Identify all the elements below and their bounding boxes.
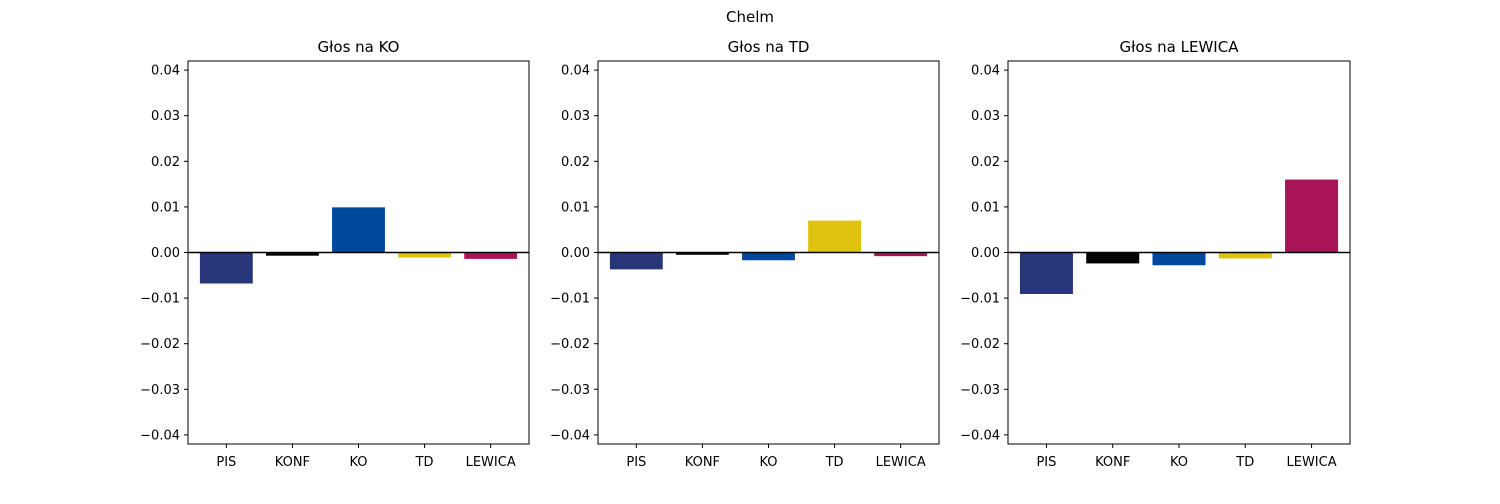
subplot-1: Głos na KO −0.04 −0.03 −0.02 −0.01 0.00 0.01 0.… [140,38,530,470]
y-tick-label: 0.01 [561,200,590,215]
y-tick-label: 0.01 [151,200,180,215]
y-tick-label: 0.02 [561,155,590,170]
bar-td [1218,252,1272,259]
subplot-2: Głos na TD −0.04 −0.03 −0.02 −0.01 0.00 0.01 0.… [550,38,940,470]
y-tick-label: 0.00 [151,246,180,261]
y-tick-label: −0.02 [140,337,180,352]
x-tick-label: KONF [275,455,310,470]
x-tick-label: TD [415,455,434,470]
y-tick-label: −0.03 [550,383,590,398]
bar-konf [1086,252,1140,264]
y-tick-label: 0.03 [151,109,180,124]
bar-konf [265,252,319,256]
bar-pis [199,252,253,284]
y-tick-label: 0.04 [151,64,180,79]
y-tick-label: 0.01 [971,200,1000,215]
x-tick-label: TD [825,455,844,470]
bar-td [808,220,862,253]
y-tick-label: 0.00 [561,246,590,261]
y-tick-label: −0.03 [960,383,1000,398]
x-tick-label: KO [349,455,367,470]
y-tick-label: −0.03 [140,383,180,398]
y-tick-label: 0.03 [971,109,1000,124]
x-tick-label: PIS [1036,455,1056,470]
x-tick-label: PIS [626,455,646,470]
y-tick-label: −0.01 [550,292,590,307]
y-tick-label: −0.02 [550,337,590,352]
y-tick-label: 0.04 [971,64,1000,79]
y-tick-label: 0.00 [971,246,1000,261]
bar-lewica [464,252,518,259]
subplot-title: Głos na LEWICA [1120,38,1240,56]
y-tick-label: −0.04 [140,428,180,443]
y-tick-label: −0.01 [140,292,180,307]
subplot-title: Głos na KO [318,38,400,56]
x-tick-label: LEWICA [466,455,516,470]
x-tick-label: KONF [1095,455,1130,470]
y-tick-label: 0.04 [561,64,590,79]
bar-lewica [1285,179,1339,253]
x-tick-label: LEWICA [1286,455,1336,470]
x-tick-label: KO [759,455,777,470]
x-tick-label: KONF [685,455,720,470]
bar-td [398,252,452,258]
bar-ko [332,207,385,253]
subplot-title: Głos na TD [728,38,810,56]
y-tick-label: −0.04 [960,428,1000,443]
x-tick-label: LEWICA [876,455,926,470]
figure-suptitle: Chelm [726,8,774,26]
bar-pis [609,252,663,270]
x-tick-label: TD [1235,455,1254,470]
bar-konf [675,252,729,255]
y-tick-label: −0.01 [960,292,1000,307]
y-tick-label: 0.02 [151,155,180,170]
x-tick-label: PIS [216,455,236,470]
bar-ko [1152,252,1206,266]
bar-pis [1019,252,1073,294]
y-tick-label: 0.03 [561,109,590,124]
y-tick-label: 0.02 [971,155,1000,170]
bar-lewica [874,252,928,257]
y-tick-label: −0.04 [550,428,590,443]
x-tick-label: KO [1170,455,1188,470]
subplot-3: Głos na LEWICA −0.04 −0.03 −0.02 −0.01 0.00 0.… [960,38,1351,470]
y-tick-label: −0.02 [960,337,1000,352]
bar-ko [742,252,795,261]
